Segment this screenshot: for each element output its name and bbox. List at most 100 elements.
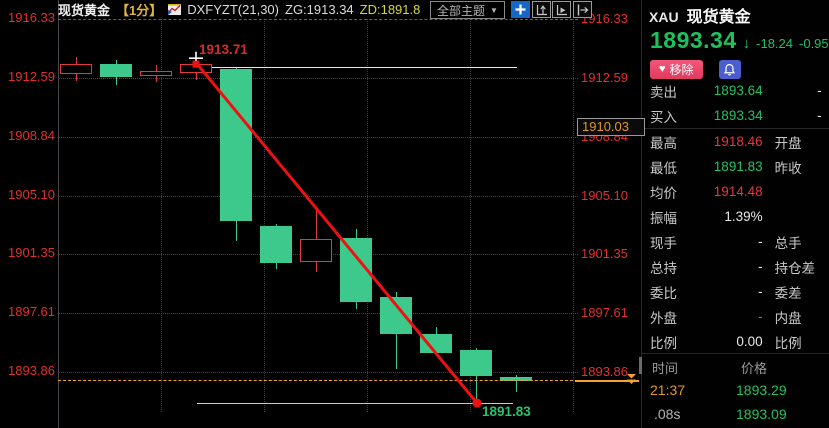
y-axis-tick-label: 1912.59 (8, 68, 55, 84)
themes-dropdown-label: 全部主题 (437, 3, 486, 18)
peak-price-label: 1913.71 (199, 41, 248, 57)
quote-label-2: 比例 (774, 335, 802, 351)
drawn-low-line (197, 403, 513, 405)
y-axis-tick-label: 1905.10 (8, 186, 55, 202)
action-buttons: ♥ 移除 (650, 60, 741, 79)
price-down-arrow-icon: ↓ (742, 35, 751, 52)
price-chart[interactable]: 1916.33 1916.33 1912.59 1912.59 1908.84 1908.… (0, 0, 645, 428)
candle-body (180, 64, 212, 74)
y-axis-tick-label: 1901.35 (8, 245, 55, 261)
low-price-label: 1891.83 (482, 404, 531, 420)
indicator-label[interactable]: DXFYZT(21,30) (187, 2, 279, 17)
y-axis-tick-label: 1893.86 (8, 363, 55, 379)
cursor-price-label: 1910.03 (577, 118, 645, 137)
quote-row: 比例 0.00 比例 (642, 329, 829, 354)
y-axis-tick-label: 1916.33 (581, 11, 628, 26)
quote-label: 外盘 (650, 310, 677, 326)
trade-price: 1893.29 (736, 382, 787, 398)
quote-label-2: 持仓差 (774, 260, 816, 276)
quote-label: 最高 (650, 135, 677, 151)
quote-detail-rows: 卖出 1893.64 - 买入 1893.34 - 最高 1918.46 开盘 最低 1891.83… (642, 78, 829, 354)
candle-wick (515, 375, 517, 393)
time-column-header: 时间 (652, 361, 679, 376)
quote-row: 买入 1893.34 - (642, 103, 829, 128)
quote-row: 最高 1918.46 开盘 (642, 129, 829, 154)
quote-value-2: - (817, 83, 822, 98)
y-axis-tick-label: 1908.84 (8, 127, 55, 143)
symbol-header: XAU 现货黄金 (649, 3, 751, 27)
quote-row: 现手 - 总手 (642, 229, 829, 254)
y-axis-tick-label: 1905.10 (581, 187, 628, 203)
quote-row: 卖出 1893.64 - (642, 78, 829, 103)
drawn-high-line (180, 67, 517, 68)
remove-favorite-button[interactable]: ♥ 移除 (650, 60, 703, 79)
quote-label: 卖出 (650, 84, 677, 100)
y-axis-tick-label: 1897.61 (581, 305, 628, 321)
quote-panel: XAU 现货黄金 1893.34 ↓ -18.24 -0.95% ♥ 移除 卖出… (641, 0, 829, 428)
quote-value: 1893.34 (713, 108, 763, 123)
quote-value-2: - (817, 108, 822, 123)
quote-value: 1918.46 (713, 134, 763, 149)
themes-dropdown[interactable]: 全部主题 ▼ (430, 1, 505, 19)
quote-value: 1.39% (724, 209, 763, 224)
current-price-dashed-line (58, 380, 573, 382)
candle-body (220, 69, 252, 222)
crosshair-move-icon[interactable] (511, 1, 530, 18)
quote-row: 振幅 1.39% (642, 204, 829, 229)
candle-body (380, 296, 412, 335)
quote-row: 委比 - 委差 (642, 279, 829, 304)
candle-body (420, 334, 452, 354)
current-price-axis-line (575, 380, 639, 383)
quote-row: 总持 - 持仓差 (642, 254, 829, 279)
quote-label: 总持 (650, 260, 677, 276)
trade-time: .08s (654, 406, 681, 422)
trade-price: 1893.09 (736, 406, 787, 422)
chevron-down-icon: ▼ (490, 5, 498, 15)
trade-time: 21:37 (650, 382, 686, 398)
quote-label-2: 内盘 (774, 310, 802, 326)
heart-icon: ♥ (659, 63, 666, 75)
quote-label: 现手 (650, 235, 677, 251)
zg-high-label: ZG:1913.34 (285, 2, 354, 17)
symbol-code: XAU (649, 9, 679, 25)
candle-body (60, 64, 92, 75)
mini-chart-icon[interactable] (168, 4, 182, 15)
trend-line-overlay (189, 51, 482, 408)
quote-row: 均价 1914.48 (642, 179, 829, 204)
price-column-header: 价格 (741, 361, 768, 376)
panel-scrollbar-thumb[interactable] (639, 357, 642, 374)
candle-body (140, 71, 172, 77)
price-row: 1893.34 ↓ -18.24 -0.95% (650, 27, 829, 54)
price-alert-bell-button[interactable] (718, 60, 741, 79)
time-sales-table: 时间 价格 21:37 1893.29 .08s 1893.09 (642, 353, 829, 426)
quote-label: 振幅 (650, 210, 677, 226)
zd-low-label: ZD:1891.8 (359, 2, 421, 17)
last-price: 1893.34 (650, 27, 737, 53)
candle-body (460, 350, 492, 377)
h-gridline (58, 195, 578, 197)
y-axis-tick-label: 1893.86 (581, 364, 628, 380)
v-gridline (573, 19, 574, 412)
quote-value: 1914.48 (713, 184, 763, 199)
price-change-percent: -0.95% (799, 36, 829, 51)
current-price-arrow-icon (627, 373, 637, 391)
time-sales-row: 21:37 1893.29 (642, 378, 829, 402)
scale-x-axis-icon[interactable] (552, 1, 571, 18)
scale-y-axis-icon[interactable] (532, 1, 551, 18)
time-sales-row: .08s 1893.09 (642, 402, 829, 426)
h-gridline (58, 77, 578, 79)
y-axis-tick-label: 1916.33 (8, 10, 55, 25)
quote-label: 比例 (650, 335, 677, 351)
remove-button-label: 移除 (669, 63, 694, 77)
quote-label-2: 开盘 (774, 135, 802, 151)
candle-body (100, 64, 132, 78)
candle-body (260, 226, 292, 263)
y-axis-tick-label: 1901.35 (581, 246, 628, 262)
quote-value: 1893.64 (713, 83, 763, 98)
pop-out-icon[interactable] (573, 1, 592, 18)
symbol-name: 现货黄金 (686, 9, 751, 26)
quote-label-2: 总手 (774, 235, 802, 251)
v-gridline (161, 19, 162, 412)
h-gridline (58, 136, 578, 138)
